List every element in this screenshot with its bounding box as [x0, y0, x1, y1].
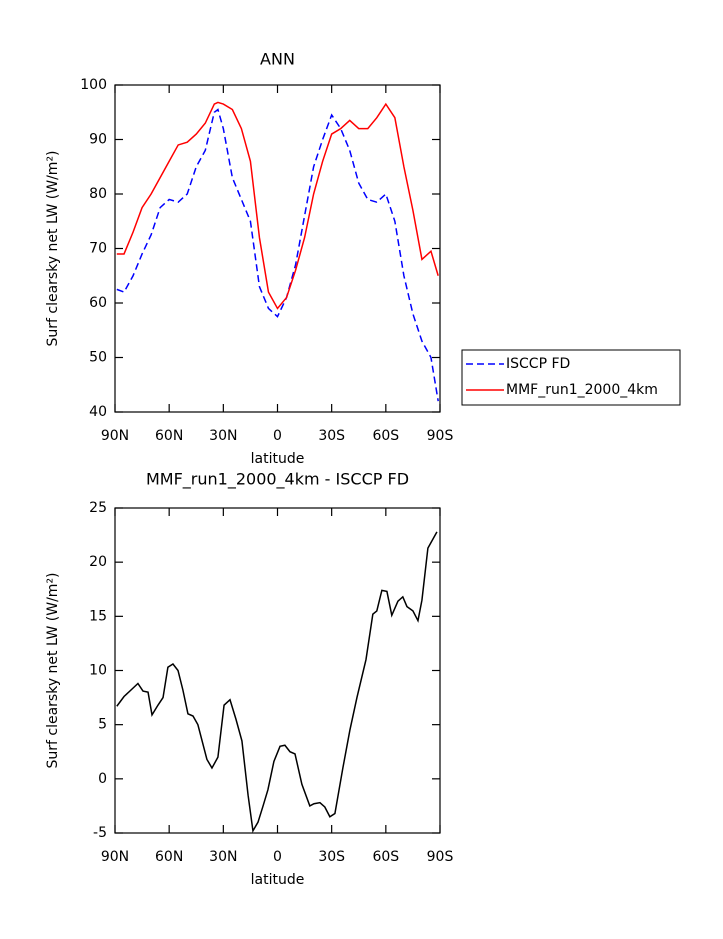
y-tick-label: 0 [98, 771, 107, 787]
y-tick-label: 70 [89, 241, 107, 257]
y-tick-label: 15 [89, 608, 107, 624]
x-tick-label: 90S [427, 849, 454, 865]
x-tick-label: 90N [101, 849, 129, 865]
x-tick-label: 90N [101, 428, 129, 444]
x-tick-label: 30N [209, 849, 237, 865]
x-tick-label: 60S [372, 849, 399, 865]
legend: ISCCP FD MMF_run1_2000_4km [461, 349, 681, 406]
legend-label: MMF_run1_2000_4km [506, 382, 658, 398]
y-tick-label: 100 [80, 77, 107, 93]
y-tick-label: 5 [98, 717, 107, 733]
chart-title: ANN [260, 50, 295, 69]
chart-title: MMF_run1_2000_4km - ISCCP FD [146, 470, 409, 490]
x-tick-label: 90S [427, 428, 454, 444]
plot-frame [114, 507, 441, 834]
data-line [116, 108, 439, 402]
x-tick-label: 30S [318, 849, 345, 865]
x-axis-label: latitude [251, 872, 305, 888]
y-tick-label: 25 [89, 500, 107, 516]
y-tick-label: 50 [89, 350, 107, 366]
y-tick-label: 80 [89, 186, 107, 202]
y-tick-label: 20 [89, 554, 107, 570]
y-tick-label: 60 [89, 295, 107, 311]
x-tick-label: 0 [273, 428, 282, 444]
y-axis-label: Surf clearsky net LW (W/m²) [45, 572, 61, 768]
y-tick-label: -5 [93, 825, 107, 841]
data-line [116, 101, 439, 310]
legend-box [461, 349, 681, 406]
x-axis-label: latitude [251, 451, 305, 467]
y-tick-label: 90 [89, 132, 107, 148]
x-tick-label: 60S [372, 428, 399, 444]
x-tick-label: 60N [155, 849, 183, 865]
x-tick-label: 30N [209, 428, 237, 444]
x-tick-label: 60N [155, 428, 183, 444]
y-tick-label: 10 [89, 663, 107, 679]
data-line [116, 531, 438, 834]
x-tick-label: 0 [273, 849, 282, 865]
plot-frame [114, 84, 441, 413]
y-axis-label: Surf clearsky net LW (W/m²) [45, 150, 61, 346]
legend-label: ISCCP FD [506, 356, 570, 372]
y-tick-label: 40 [89, 404, 107, 420]
x-tick-label: 30S [318, 428, 345, 444]
